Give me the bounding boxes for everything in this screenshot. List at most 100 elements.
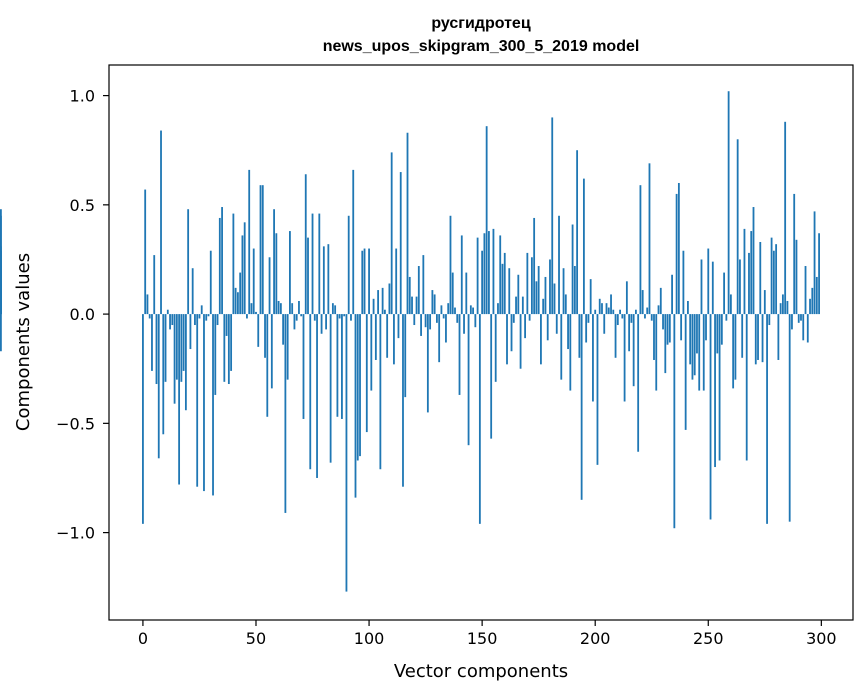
bar [596,314,599,465]
bar [791,314,793,330]
bar [388,283,391,315]
bar [585,314,588,343]
bar [304,174,307,315]
bar [390,152,393,315]
bar [644,314,646,319]
x-tick-label: 100 [354,629,385,648]
bar [442,314,445,319]
bar [413,314,416,326]
bar [424,314,427,328]
bar [818,233,820,315]
bar [359,314,361,457]
bar [223,314,226,382]
bar [345,314,348,592]
bar [456,314,459,323]
bar [668,314,671,343]
bar [555,314,558,334]
bar [646,307,649,315]
y-axis-label: Components values [13,253,34,431]
bar [804,266,807,315]
bar [277,300,280,315]
bar [553,283,556,315]
bar [221,207,223,315]
bar [485,126,488,315]
bar [641,290,644,315]
bar [341,314,343,419]
bar [698,314,701,391]
bar [320,314,323,334]
bar [291,303,294,315]
bar [212,314,214,496]
bar [311,213,314,315]
bar [619,309,621,315]
bar [732,314,735,389]
bar [395,248,398,315]
bar [393,314,395,365]
bar [490,314,493,439]
bar [589,279,592,315]
bar [189,314,192,350]
x-axis-label: Vector components [394,661,568,682]
bar [605,303,608,315]
bar [687,300,689,315]
bar [578,314,581,358]
x-axis-ticks: 0 50 100 150 200 250 300 [138,620,837,648]
bar [700,259,703,315]
bar [508,268,511,315]
y-axis-ticks: −1.0 −0.5 0.0 0.5 1.0 [56,87,109,543]
bar [160,130,162,315]
bar [573,266,576,315]
bar [372,298,375,315]
bar [759,241,762,315]
bar [248,169,251,315]
bar [506,314,508,365]
bar [503,252,506,315]
bar [207,314,210,317]
bar [279,303,282,315]
bar [549,259,551,315]
bar [519,314,522,369]
bar [447,303,450,315]
bar [601,303,603,315]
bar [671,274,673,315]
bar [377,290,380,315]
bar [564,294,567,315]
bar [144,189,147,315]
bar [677,182,680,315]
bar [472,307,474,315]
bar [675,193,678,315]
bar [259,185,262,315]
bar [657,305,660,315]
bar [218,217,221,315]
bar [587,314,590,323]
bar [537,266,540,315]
bar [469,305,472,315]
bar [750,231,753,315]
bar [203,314,205,492]
bar [795,239,798,315]
bar-series [0,91,820,592]
bar [230,314,233,371]
bar [255,311,257,315]
bar [725,314,728,321]
bar [298,300,300,315]
bar [225,314,228,336]
bar [449,215,452,315]
bar [811,287,814,315]
bar [191,268,194,315]
bar [806,314,809,343]
bar [809,298,811,315]
x-tick-label: 250 [693,629,724,648]
bar [293,314,296,330]
bar [316,314,318,478]
bar [662,314,664,330]
bar [510,314,513,352]
x-tick-label: 300 [806,629,837,648]
bar [705,314,707,341]
bar [616,314,619,326]
bar [417,266,420,315]
bar [361,250,364,315]
plot-frame [108,64,854,621]
bar [331,303,334,315]
bar [655,314,658,391]
